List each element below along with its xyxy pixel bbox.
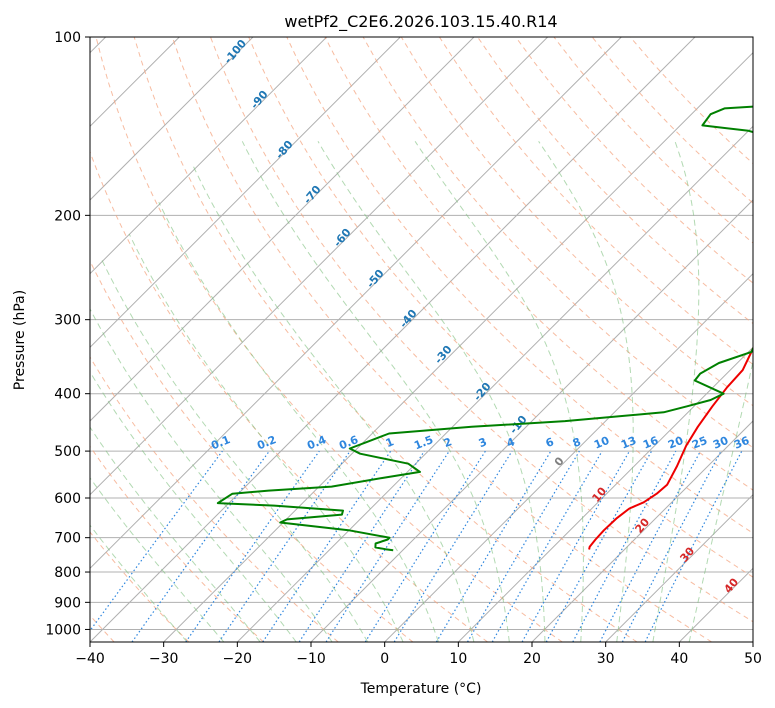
mixing-ratio-label: 25 (690, 434, 709, 452)
y-axis-title: Pressure (hPa) (12, 290, 28, 390)
isotherm-gridline (163, 51, 753, 642)
mixing-ratio-label: 20 (666, 434, 685, 452)
dry-adiabat (400, 37, 753, 407)
moist-adiabat (538, 141, 634, 642)
moist-adiabat (90, 308, 333, 642)
isotherm-gridline (90, 37, 254, 201)
moist-adiabat (414, 141, 584, 642)
mixing-ratio-line (262, 450, 392, 642)
dry-adiabat (90, 259, 414, 642)
mixing-ratio-line (131, 450, 270, 642)
moist-adiabat (158, 201, 439, 642)
dry-adiabat (90, 356, 339, 642)
moist-adiabat (128, 233, 404, 642)
y-tick-label: 900 (54, 595, 81, 611)
moist-adiabat (99, 256, 369, 642)
moist-adiabat (90, 524, 188, 642)
background-lines (90, 37, 753, 642)
isotherm-gridline (90, 37, 475, 422)
mixing-ratio-label: 13 (619, 434, 638, 452)
isotherm-gridline (605, 493, 753, 642)
moist-adiabat (90, 426, 261, 642)
y-tick-label: 500 (54, 444, 81, 460)
mixing-ratio-line (218, 450, 351, 642)
mixing-ratio-label: 3 (477, 435, 489, 450)
mixing-ratio-label: 30 (711, 434, 730, 452)
x-tick-label: −20 (223, 651, 253, 667)
isotherm-gridline (90, 37, 401, 349)
y-tick-label: 300 (54, 313, 81, 329)
x-tick-label: 20 (523, 651, 541, 667)
isotherm-gridline (236, 125, 753, 642)
isotherm-gridline (90, 37, 328, 275)
dry-adiabat (515, 37, 753, 284)
isotherm-gridline (384, 272, 753, 642)
moist-adiabat (192, 165, 475, 642)
mixing-ratio-line (393, 450, 513, 642)
mixing-ratio-line (521, 450, 631, 642)
dry-adiabat (90, 150, 488, 642)
dry-adiabat (95, 37, 563, 642)
isotherm-gridline (90, 37, 696, 642)
mixing-ratio-line (572, 450, 677, 642)
mixing-ratio-line (545, 450, 653, 642)
isotherm-gridline (531, 420, 753, 642)
y-tick-label: 100 (54, 30, 81, 46)
y-tick-label: 200 (54, 208, 81, 224)
mixing-ratio-label: 1 (384, 435, 396, 450)
mixing-ratio-line (298, 450, 425, 642)
dry-adiabat (286, 37, 753, 534)
y-tick-label: 400 (54, 387, 81, 403)
moist-adiabat (317, 141, 546, 642)
isotherm-gridline (457, 346, 753, 642)
dry-adiabat (90, 531, 190, 642)
moist-adiabat (241, 141, 510, 642)
temperature-trace (588, 346, 753, 550)
moist-adiabat (688, 358, 753, 642)
x-tick-label: −30 (149, 651, 179, 667)
y-tick-label: 800 (54, 565, 81, 581)
mixing-ratio-line (185, 450, 320, 642)
dry-adiabat (438, 37, 753, 366)
mixing-ratio-label: 36 (732, 434, 751, 452)
mixing-ratio-label: 16 (641, 434, 660, 452)
x-tick-label: 10 (449, 651, 467, 667)
isotherm-gridline (90, 37, 622, 570)
x-tick-label: −40 (75, 651, 105, 667)
moist-adiabat (652, 141, 700, 642)
dry-adiabat (248, 37, 753, 578)
mixing-ratio-label: 2 (442, 435, 454, 450)
y-tick-label: 1000 (45, 622, 81, 638)
moist-adiabat (90, 476, 225, 642)
y-tick-label: 700 (54, 531, 81, 547)
y-tick-label: 600 (54, 491, 81, 507)
sounding-traces (216, 105, 753, 552)
mixing-ratio-label: 8 (571, 435, 583, 450)
chart-title: wetPf2_C2E6.2026.103.15.40.R14 (284, 12, 557, 32)
mixing-ratio-line (325, 450, 450, 642)
axis-ticks: −40 −30 −20 −10 0 10 20 30 40 50 100 200 300 400 500 60… (45, 30, 762, 667)
dry-adiabat (90, 445, 264, 642)
plot-frame (89, 36, 754, 643)
moist-adiabat (90, 370, 297, 642)
x-tick-label: −10 (296, 651, 326, 667)
x-tick-label: 30 (597, 651, 615, 667)
isotherm-gridline (90, 37, 549, 496)
x-tick-label: 50 (744, 651, 762, 667)
x-tick-label: 40 (670, 651, 688, 667)
dry-adiabat (210, 37, 753, 623)
x-tick-label: 0 (380, 651, 389, 667)
x-axis-title: Temperature (°C) (360, 681, 482, 697)
mixing-ratio-line (644, 450, 743, 642)
mixing-ratio-label: 10 (592, 434, 611, 452)
dewpoint-trace (216, 105, 753, 552)
dry-adiabat (171, 37, 712, 642)
mixing-ratio-line (90, 450, 223, 632)
dry-adiabat (133, 37, 638, 642)
